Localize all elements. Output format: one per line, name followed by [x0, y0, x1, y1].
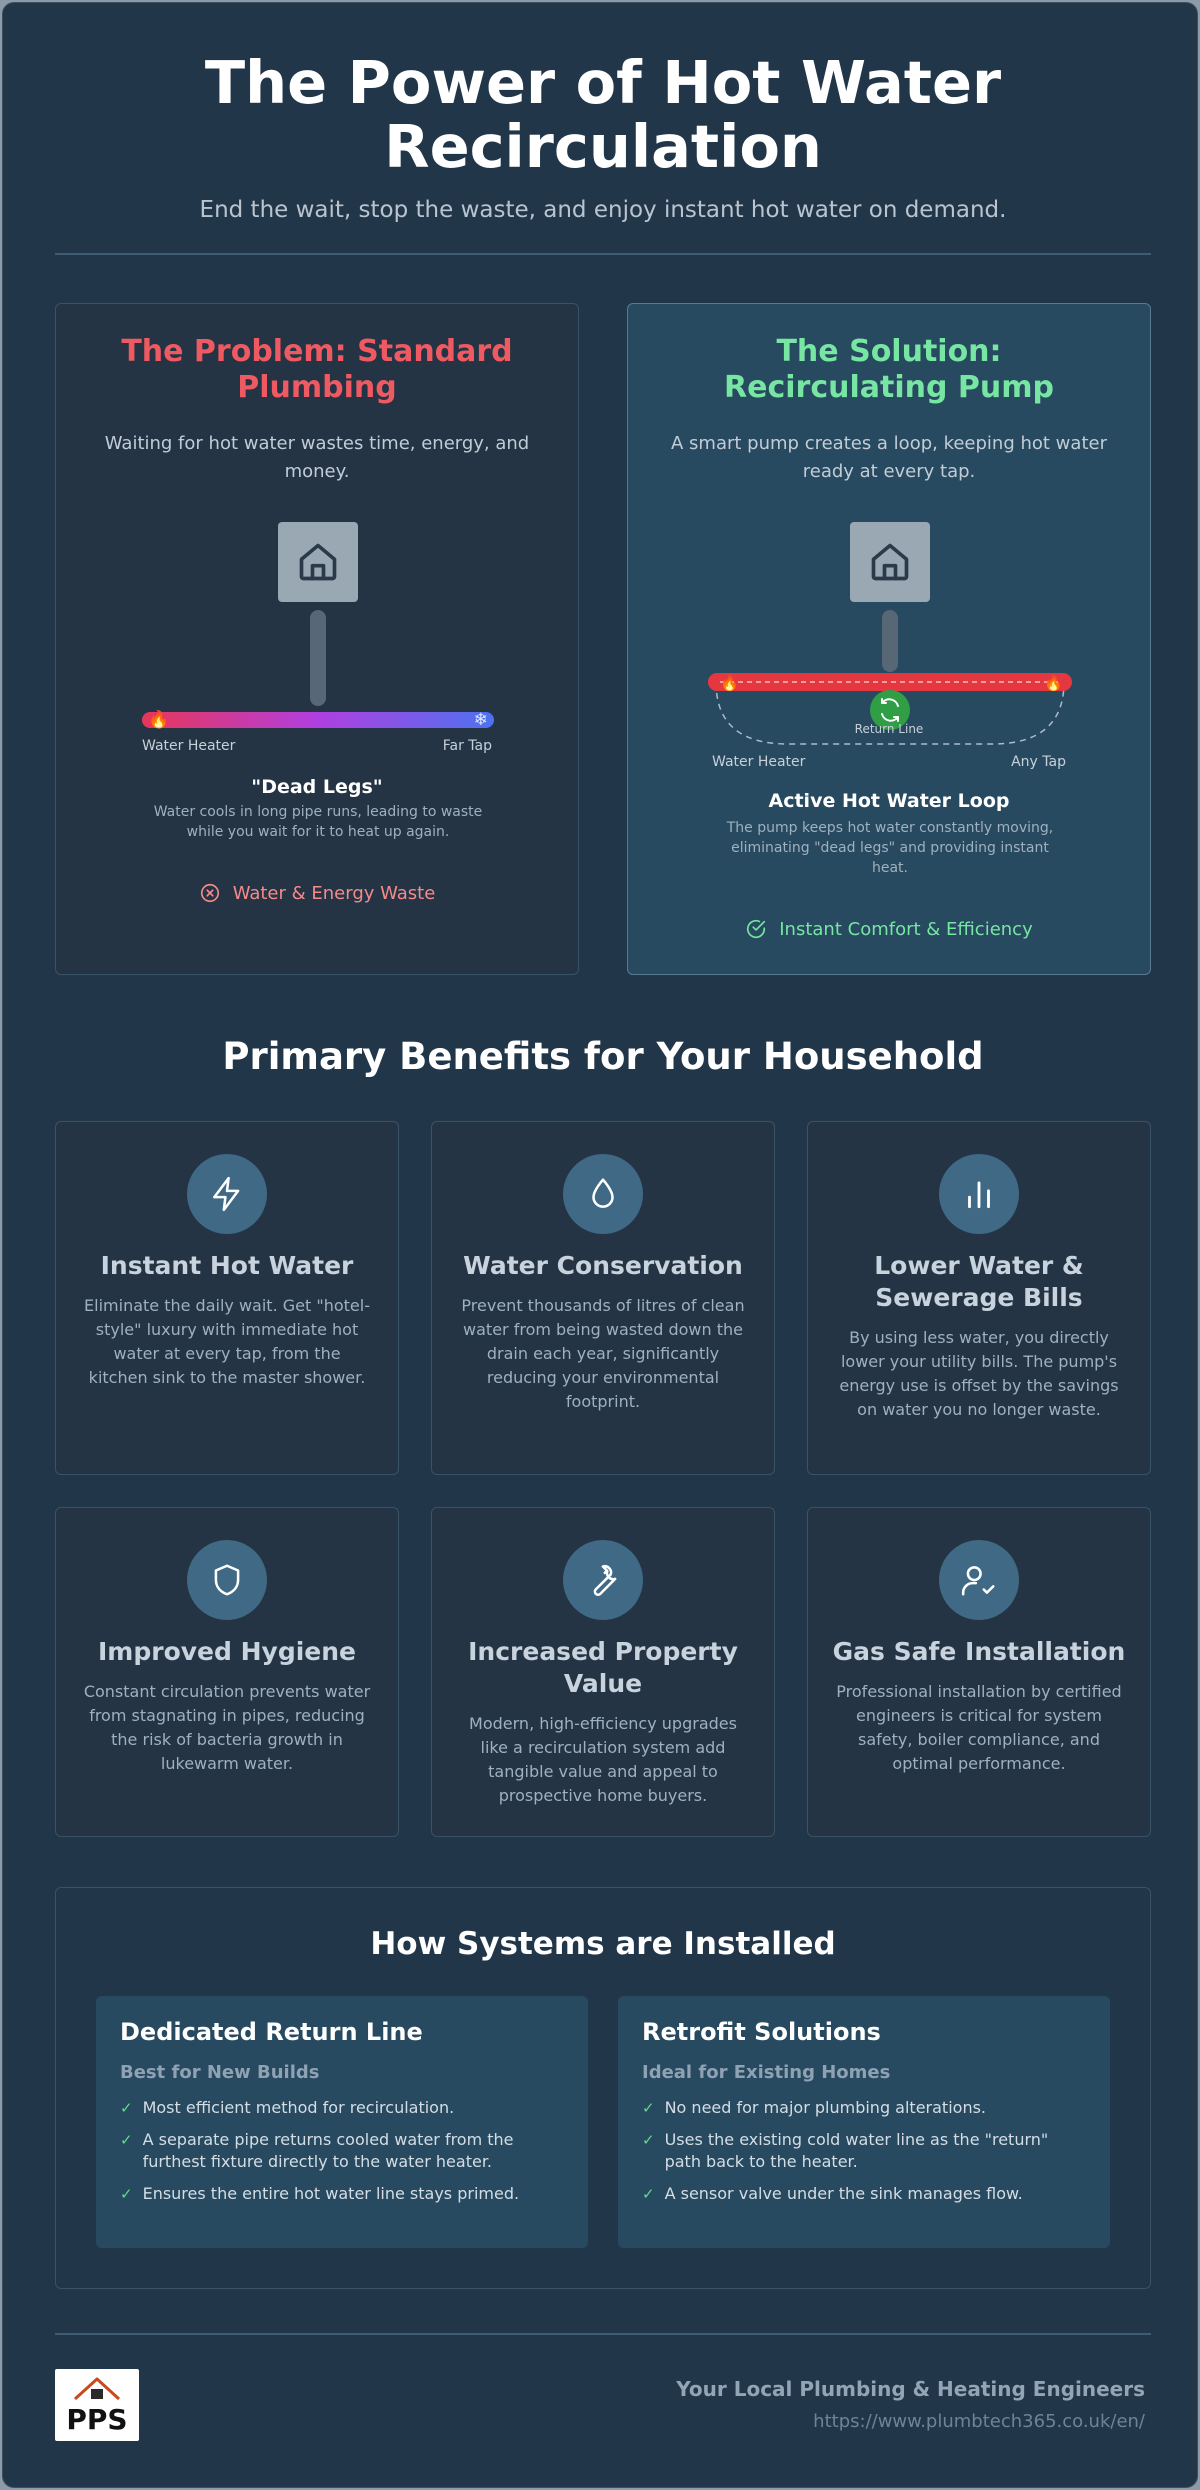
pump-icon [870, 690, 910, 730]
hot-loop-pipe [708, 673, 1072, 691]
problem-description: Waiting for hot water wastes time, energ… [104, 433, 530, 482]
header-divider [55, 253, 1151, 255]
svg-text:PPS: PPS [66, 2403, 127, 2436]
check-icon: ✓ [120, 2185, 133, 2203]
check-icon: ✓ [120, 2131, 133, 2149]
footer-url[interactable]: https://www.plumbtech365.co.uk/en/ [813, 2411, 1145, 2432]
list-item: ✓ No need for major plumbing alterations. [642, 2098, 986, 2117]
flame-icon: 🔥 [1044, 674, 1063, 692]
water-heater-label: Water Heater [142, 738, 236, 754]
solution-title: The Solution: Recirculating Pump [724, 334, 1054, 405]
shield-icon [187, 1540, 267, 1620]
refresh-icon [881, 698, 899, 722]
benefit-desc: Eliminate the daily wait. Get "hotel-sty… [84, 1296, 370, 1387]
list-item: ✓ Ensures the entire hot water line stays… [120, 2184, 520, 2203]
benefit-card: Instant Hot Water Eliminate the daily wa… [55, 1121, 399, 1475]
install-option-title: Dedicated Return Line [120, 2018, 423, 2046]
check-icon: ✓ [642, 2131, 655, 2149]
any-tap-label: Any Tap [1011, 754, 1066, 770]
flame-icon: 🔥 [148, 710, 170, 730]
dead-leg-pipe: 🔥 ❄ [142, 710, 494, 730]
problem-card: The Problem: Standard Plumbing Waiting f… [55, 303, 579, 975]
installation-section: How Systems are Installed Dedicated Retu… [55, 1887, 1151, 2289]
benefit-card: Gas Safe Installation Professional insta… [807, 1507, 1151, 1837]
benefit-desc: Modern, high-efficiency upgrades like a … [469, 1714, 737, 1805]
solution-description: A smart pump creates a loop, keeping hot… [671, 433, 1107, 482]
check-icon: ✓ [120, 2099, 133, 2117]
solution-card: The Solution: Recirculating Pump A smart… [627, 303, 1151, 975]
installation-title: How Systems are Installed [370, 1926, 836, 1962]
benefit-card: Water Conservation Prevent thousands of … [431, 1121, 775, 1475]
benefit-title: Instant Hot Water [100, 1251, 354, 1280]
benefit-title: Lower Water & Sewerage Bills [874, 1251, 1084, 1312]
check-icon: ✓ [642, 2185, 655, 2203]
x-circle-icon [200, 883, 219, 903]
dead-legs-desc: Water cools in long pipe runs, leading t… [153, 804, 483, 840]
list-item: ✓ Most efficient method for recirculation… [120, 2098, 455, 2117]
dead-legs-title: "Dead Legs" [251, 776, 383, 798]
benefit-desc: Constant circulation prevents water from… [83, 1682, 371, 1773]
install-option-card: Dedicated Return Line Best for New Build… [96, 1996, 588, 2248]
bar-chart-icon [939, 1154, 1019, 1234]
benefit-title: Gas Safe Installation [832, 1637, 1126, 1666]
list-item: ✓ A separate pipe returns cooled water fr… [120, 2130, 514, 2171]
active-loop-desc: The pump keeps hot water constantly movi… [726, 820, 1054, 876]
benefit-card: Lower Water & Sewerage Bills By using le… [807, 1121, 1151, 1475]
install-option-points: ✓ No need for major plumbing alterations.… [642, 2097, 1086, 2205]
solution-status: Instant Comfort & Efficiency [628, 918, 1150, 940]
snowflake-icon: ❄ [473, 710, 488, 730]
problem-title: The Problem: Standard Plumbing [121, 334, 513, 405]
company-logo: PPS [55, 2369, 139, 2441]
benefit-title: Increased Property Value [468, 1637, 738, 1698]
benefit-title: Water Conservation [463, 1251, 743, 1280]
footer-divider [55, 2333, 1151, 2335]
problem-status: Water & Energy Waste [56, 882, 578, 904]
install-option-card: Retrofit Solutions Ideal for Existing Ho… [618, 1996, 1110, 2248]
install-option-subtitle: Ideal for Existing Homes [642, 2062, 891, 2083]
list-item: ✓ A sensor valve under the sink manages f… [642, 2184, 1023, 2203]
far-tap-label: Far Tap [442, 738, 492, 754]
house-icon [850, 522, 930, 602]
benefit-desc: By using less water, you directly lower … [839, 1328, 1119, 1419]
house-icon [278, 522, 358, 602]
recirculation-loop: 🔥 🔥 [708, 673, 1072, 745]
wrench-icon [563, 1540, 643, 1620]
install-option-title: Retrofit Solutions [642, 2018, 881, 2046]
user-check-icon [939, 1540, 1019, 1620]
footer-company: Your Local Plumbing & Heating Engineers [676, 2377, 1145, 2401]
benefit-card: Increased Property Value Modern, high-ef… [431, 1507, 775, 1837]
footer-text: Your Local Plumbing & Heating Engineers … [676, 2377, 1145, 2432]
return-line-label: Return Line [854, 722, 924, 736]
active-loop-title: Active Hot Water Loop [768, 790, 1010, 812]
problem-status-text: Water & Energy Waste [232, 882, 436, 904]
benefit-desc: Prevent thousands of litres of clean wat… [461, 1296, 745, 1411]
check-icon: ✓ [642, 2099, 655, 2117]
water-heater-label: Water Heater [712, 754, 806, 770]
flame-icon: 🔥 [720, 674, 739, 692]
install-option-points: ✓ Most efficient method for recirculation… [120, 2097, 564, 2205]
lightning-icon [187, 1154, 267, 1234]
riser-pipe [882, 610, 898, 672]
return-line-path [715, 681, 1065, 745]
page-subtitle: End the wait, stop the waste, and enjoy … [199, 197, 1007, 223]
riser-pipe [310, 610, 326, 706]
benefit-title: Improved Hygiene [98, 1637, 356, 1666]
header: The Power of Hot Water Recirculation End… [55, 48, 1151, 224]
page-title: The Power of Hot Water Recirculation [204, 48, 1002, 181]
check-circle-icon [747, 920, 766, 938]
droplet-icon [563, 1154, 643, 1234]
benefit-card: Improved Hygiene Constant circulation pr… [55, 1507, 399, 1837]
list-item: ✓ Uses the existing cold water line as th… [642, 2130, 1049, 2171]
solution-status-text: Instant Comfort & Efficiency [779, 918, 1033, 940]
benefits-title: Primary Benefits for Your Household [222, 1035, 984, 1078]
benefit-desc: Professional installation by certified e… [836, 1682, 1122, 1773]
install-option-subtitle: Best for New Builds [120, 2062, 320, 2083]
